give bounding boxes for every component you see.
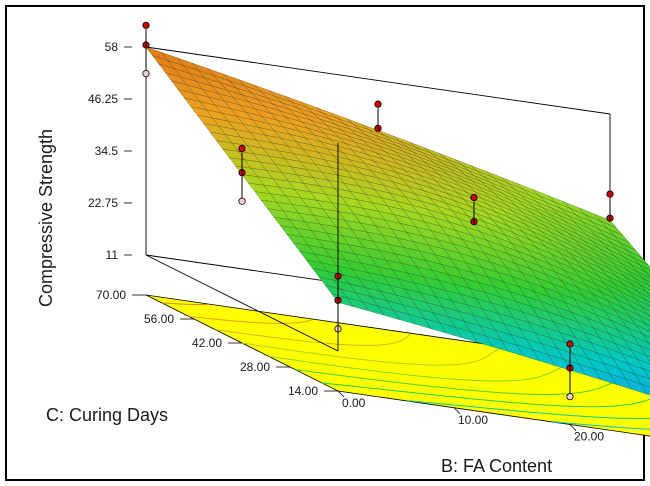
- x-tick-mark: [337, 390, 345, 398]
- surface-patch: [642, 333, 650, 344]
- y-tick-label: 42.00: [192, 336, 222, 350]
- design-point-drops-front: [142, 21, 614, 372]
- floor-plane: [145, 294, 650, 437]
- chart-border: [5, 5, 645, 481]
- floor-contour-line: [188, 315, 312, 324]
- surface-patch: [645, 355, 650, 362]
- design-point-marker: [142, 21, 150, 29]
- z-tick-label: 46.25: [88, 92, 118, 106]
- x-tick-label: 20.00: [574, 430, 604, 444]
- design-point-marker: [374, 100, 382, 108]
- surface-patch: [635, 324, 650, 338]
- surface-patch: [636, 358, 650, 372]
- x-tick-mark: [453, 407, 461, 415]
- surface-patch: [638, 315, 650, 327]
- y-tick-label: 14.00: [288, 384, 318, 398]
- floor-contour-line: [553, 421, 650, 430]
- box-edge: [145, 254, 339, 352]
- y-tick-label: 28.00: [240, 360, 270, 374]
- z-tick-label: 34.5: [95, 144, 119, 158]
- tick-labels: 11 22.75 34.5 46.25 58 14.00 28.00 42.00 56.00 70…: [88, 40, 604, 444]
- y-tick-label: 70.00: [96, 288, 126, 302]
- z-tick-label: 58: [105, 40, 119, 54]
- surface-patch: [646, 292, 650, 297]
- design-point-marker: [470, 193, 478, 202]
- z-axis-title: Compressive Strength: [36, 129, 56, 307]
- surface-patch: [639, 264, 650, 275]
- design-point-marker: [566, 340, 574, 348]
- y-axis-title: C: Curing Days: [46, 405, 168, 425]
- response-surface: [145, 46, 650, 396]
- floor-contour-line: [295, 369, 637, 395]
- surface-patch: [640, 284, 650, 295]
- surface-patch: [634, 373, 650, 388]
- x-tick-label: 0.00: [342, 396, 366, 410]
- surface-patch: [636, 271, 650, 283]
- surface-patch: [639, 345, 650, 358]
- surface-patch: [641, 306, 650, 316]
- design-point-marker: [238, 197, 246, 205]
- surface-patch: [645, 323, 650, 331]
- surface-patch: [637, 291, 650, 303]
- floor-contour-line: [268, 355, 590, 382]
- surface-patch: [643, 368, 650, 380]
- floor-contour-line: [241, 342, 504, 366]
- surface-patch: [634, 298, 650, 312]
- surface-patch: [642, 278, 650, 287]
- floor-contour-line: [321, 382, 650, 408]
- surface-patch: [645, 271, 650, 278]
- x-tick-label: 10.00: [458, 413, 488, 427]
- floor-contour-line: [406, 400, 650, 419]
- design-point-marker: [566, 393, 574, 401]
- surface-patch: [643, 298, 650, 307]
- surface-patch: [640, 383, 650, 396]
- floor-contour-line: [161, 302, 209, 306]
- design-point-marker: [606, 190, 614, 198]
- z-tick-label: 11: [106, 248, 119, 262]
- floor-contour-layer: [145, 294, 650, 437]
- z-tick-label: 22.75: [88, 196, 118, 210]
- y-tick-label: 56.00: [144, 312, 174, 326]
- design-point-marker: [142, 69, 150, 78]
- design-point-marker: [238, 144, 246, 153]
- box-edge: [145, 46, 611, 115]
- x-axis-title: B: FA Content: [441, 456, 552, 476]
- x-tick-mark: [569, 424, 577, 431]
